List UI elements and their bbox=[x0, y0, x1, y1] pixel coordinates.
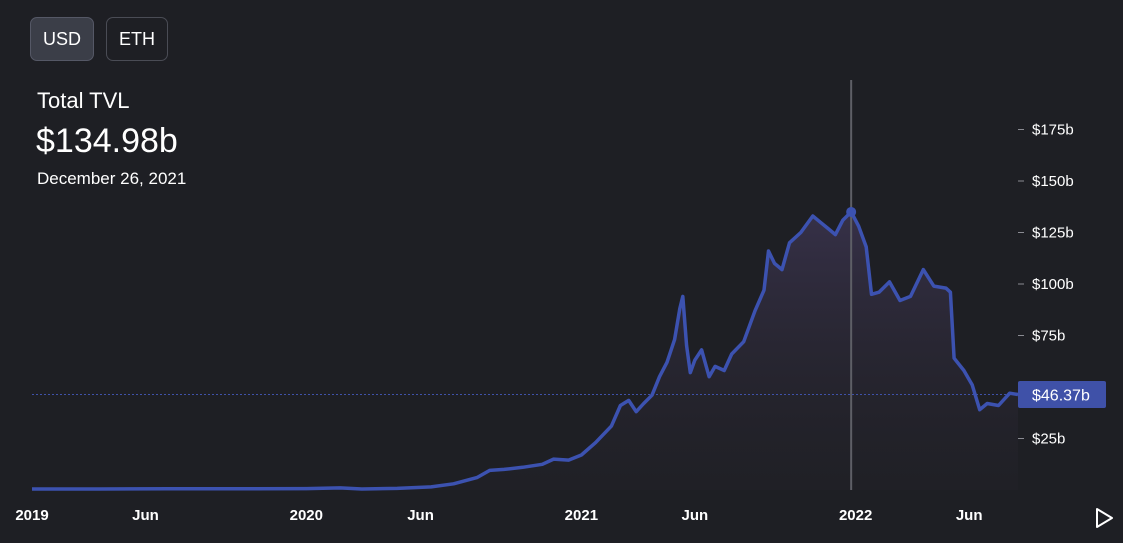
highlight-point bbox=[846, 206, 857, 217]
play-icon bbox=[1096, 508, 1113, 528]
x-tick-label: 2020 bbox=[290, 507, 323, 524]
eth-button[interactable]: ETH bbox=[106, 17, 168, 61]
x-tick-label: Jun bbox=[682, 507, 709, 524]
x-axis: 2019 Jun 2020 Jun 2021 Jun 2022 Jun bbox=[15, 507, 982, 524]
y-tick-label: $125b bbox=[1032, 225, 1074, 242]
x-tick-label: Jun bbox=[132, 507, 159, 524]
current-price-tag: $46.37b bbox=[1018, 380, 1106, 408]
tvl-date: December 26, 2021 bbox=[37, 169, 187, 188]
price-tag-background bbox=[1018, 380, 1106, 408]
play-button[interactable] bbox=[1094, 506, 1116, 530]
y-tick-label: $25b bbox=[1032, 431, 1065, 448]
currency-toggle: USD ETH bbox=[30, 17, 168, 61]
tvl-label: Total TVL bbox=[37, 88, 130, 113]
x-tick-label: 2021 bbox=[565, 507, 598, 524]
tvl-area bbox=[32, 211, 1018, 490]
price-tag-label: $46.37b bbox=[1032, 387, 1090, 404]
x-tick-label: Jun bbox=[956, 507, 983, 524]
tvl-line bbox=[32, 210, 1019, 491]
x-tick-label: Jun bbox=[407, 507, 434, 524]
y-tick-label: $150b bbox=[1032, 173, 1074, 190]
y-tick-label: $75b bbox=[1032, 328, 1065, 345]
usd-button[interactable]: USD bbox=[30, 17, 94, 61]
tvl-value: $134.98b bbox=[36, 122, 178, 160]
y-tick-label: $100b bbox=[1032, 276, 1074, 293]
y-tick-label: $175b bbox=[1032, 122, 1074, 139]
x-tick-label: 2022 bbox=[839, 507, 872, 524]
x-tick-label: 2019 bbox=[15, 507, 48, 524]
